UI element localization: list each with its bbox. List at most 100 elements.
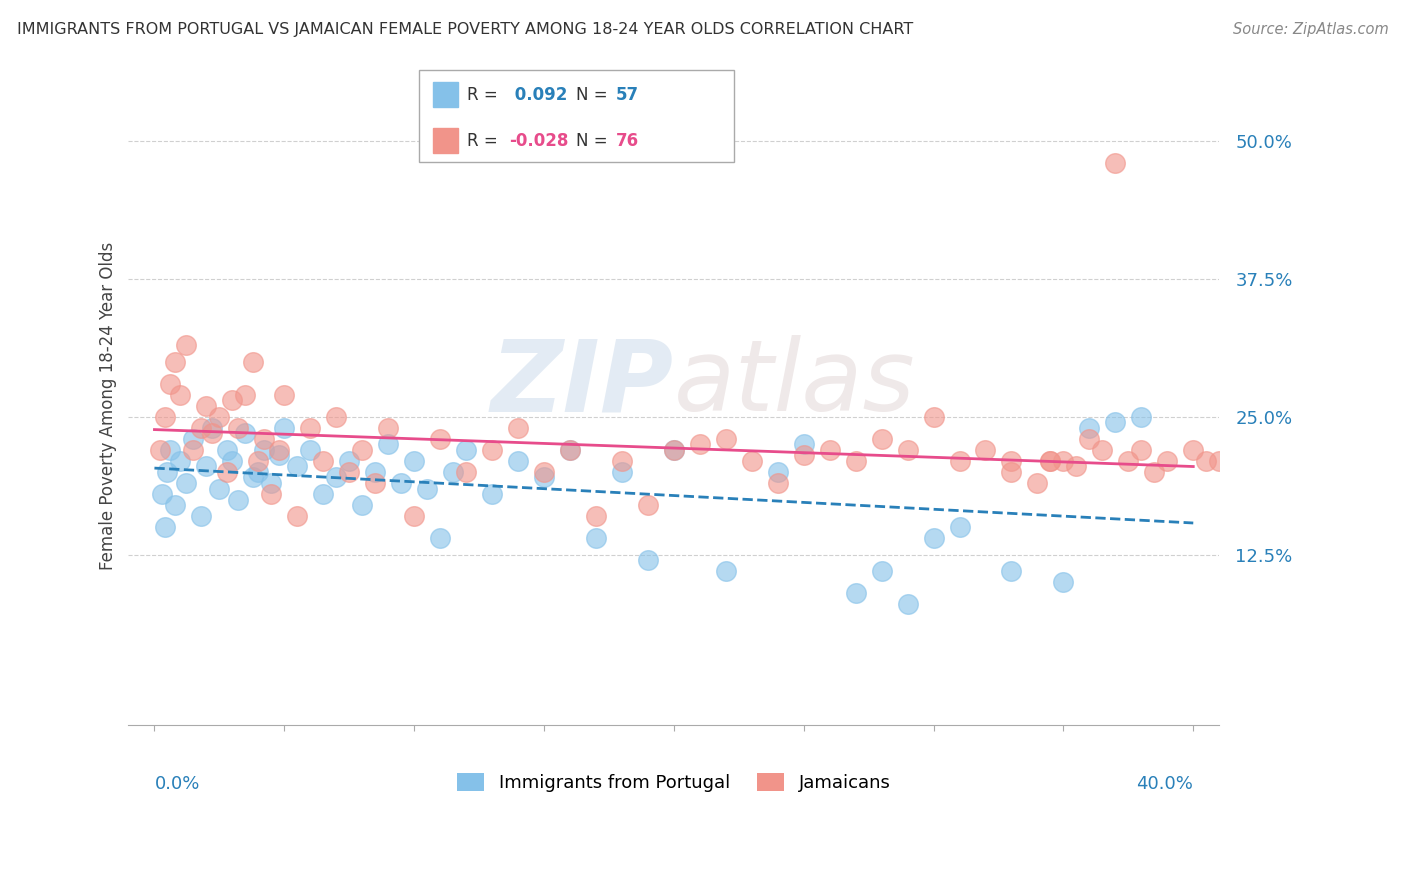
Point xyxy=(165,498,187,512)
Point xyxy=(506,454,529,468)
Point xyxy=(1339,442,1361,457)
Point xyxy=(662,442,685,457)
Point xyxy=(481,442,503,457)
Point xyxy=(714,564,737,578)
Point xyxy=(1195,454,1218,468)
Point xyxy=(741,454,763,468)
Point xyxy=(897,442,920,457)
Point xyxy=(1066,459,1088,474)
Point xyxy=(299,421,322,435)
Point xyxy=(454,465,477,479)
Point xyxy=(585,509,607,524)
Point xyxy=(533,470,555,484)
Point xyxy=(169,454,191,468)
Point xyxy=(233,388,256,402)
Point xyxy=(195,399,218,413)
Point xyxy=(1078,421,1101,435)
Point xyxy=(183,442,205,457)
Point xyxy=(404,454,426,468)
Point xyxy=(766,475,789,490)
Text: 76: 76 xyxy=(616,132,638,150)
Point xyxy=(260,475,283,490)
Point xyxy=(156,465,179,479)
Point xyxy=(1247,597,1270,611)
Text: -0.028: -0.028 xyxy=(509,132,568,150)
Point xyxy=(1143,465,1166,479)
Point xyxy=(352,498,374,512)
Text: ZIP: ZIP xyxy=(491,335,673,433)
Point xyxy=(200,426,222,441)
Point xyxy=(429,531,451,545)
Point xyxy=(1234,454,1257,468)
Point xyxy=(1272,454,1295,468)
Point xyxy=(285,459,308,474)
Point xyxy=(506,421,529,435)
Text: N =: N = xyxy=(576,86,613,103)
Point xyxy=(389,475,412,490)
Point xyxy=(1104,156,1126,170)
Point xyxy=(974,442,997,457)
Text: R =: R = xyxy=(467,132,503,150)
Text: IMMIGRANTS FROM PORTUGAL VS JAMAICAN FEMALE POVERTY AMONG 18-24 YEAR OLDS CORREL: IMMIGRANTS FROM PORTUGAL VS JAMAICAN FEM… xyxy=(17,22,912,37)
Point xyxy=(325,409,347,424)
Point xyxy=(416,482,439,496)
Point xyxy=(1260,442,1282,457)
Text: 40.0%: 40.0% xyxy=(1136,775,1194,793)
Point xyxy=(558,442,581,457)
Point xyxy=(242,470,264,484)
Point xyxy=(1000,564,1022,578)
Point xyxy=(377,421,399,435)
Point xyxy=(200,421,222,435)
Point xyxy=(190,509,212,524)
Point xyxy=(352,442,374,457)
Point xyxy=(1039,454,1062,468)
Legend: Immigrants from Portugal, Jamaicans: Immigrants from Portugal, Jamaicans xyxy=(450,765,897,799)
Point xyxy=(153,520,176,534)
Point xyxy=(870,564,893,578)
Point xyxy=(429,432,451,446)
Point xyxy=(174,338,197,352)
Point xyxy=(1286,465,1309,479)
Point xyxy=(558,442,581,457)
Point xyxy=(150,487,173,501)
Point xyxy=(793,449,815,463)
Point xyxy=(183,432,205,446)
Text: 0.092: 0.092 xyxy=(509,86,568,103)
Point xyxy=(1182,442,1205,457)
Point xyxy=(208,482,231,496)
Point xyxy=(208,409,231,424)
Y-axis label: Female Poverty Among 18-24 Year Olds: Female Poverty Among 18-24 Year Olds xyxy=(100,242,117,570)
Point xyxy=(273,421,295,435)
Point xyxy=(533,465,555,479)
Point xyxy=(714,432,737,446)
Point xyxy=(174,475,197,490)
Point xyxy=(1052,454,1074,468)
Point xyxy=(247,465,270,479)
Point xyxy=(922,409,945,424)
Point xyxy=(637,498,659,512)
Point xyxy=(1220,608,1243,623)
Point xyxy=(312,454,335,468)
Point xyxy=(818,442,841,457)
Point xyxy=(1000,454,1022,468)
Point xyxy=(845,454,868,468)
Point xyxy=(247,454,270,468)
Point xyxy=(1078,432,1101,446)
Point xyxy=(845,586,868,600)
Point xyxy=(165,355,187,369)
Point xyxy=(922,531,945,545)
Point xyxy=(662,442,685,457)
Point xyxy=(766,465,789,479)
Point xyxy=(1039,454,1062,468)
Point xyxy=(233,426,256,441)
Point xyxy=(793,437,815,451)
Text: N =: N = xyxy=(576,132,613,150)
Point xyxy=(481,487,503,501)
Point xyxy=(252,432,274,446)
Point xyxy=(610,454,633,468)
Point xyxy=(159,376,181,391)
Point xyxy=(269,449,291,463)
Point xyxy=(1026,475,1049,490)
Point xyxy=(169,388,191,402)
Point xyxy=(1208,454,1230,468)
